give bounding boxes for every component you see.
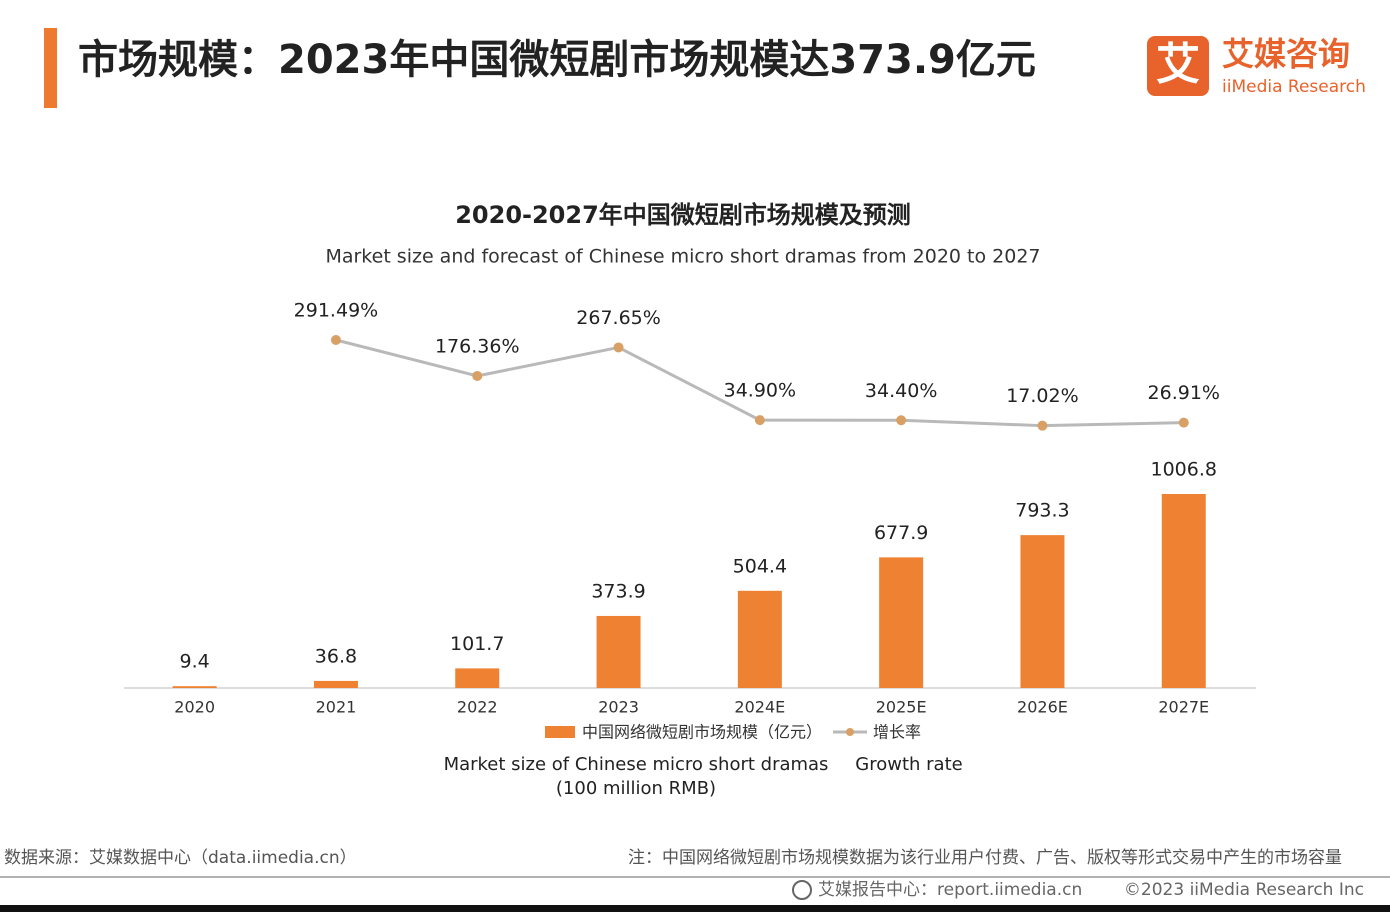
legend-marker [846, 728, 854, 736]
x-tick-label: 2027E [1158, 698, 1209, 717]
growth-marker [330, 335, 341, 345]
x-tick-label: 2020 [174, 698, 215, 717]
growth-marker [613, 342, 624, 353]
page-title: 市场规模：2023年中国微短剧市场规模达373.9亿元 [78, 37, 1036, 83]
bar [1161, 494, 1206, 688]
growth-value-label: 176.36% [435, 335, 520, 357]
x-tick-label: 2026E [1017, 698, 1068, 717]
bar-value-label: 36.8 [315, 645, 357, 667]
copyright: ©2023 iiMedia Research Inc [1124, 880, 1364, 900]
bar-value-label: 1006.8 [1151, 459, 1217, 481]
bar-value-label: 677.9 [874, 522, 928, 544]
legend-label: 中国网络微短剧市场规模（亿元） [582, 723, 822, 742]
x-tick-label: 2023 [598, 698, 639, 717]
bar-value-label: 504.4 [733, 555, 787, 577]
bar [737, 590, 782, 688]
title-accent [44, 28, 57, 108]
bar-value-label: 9.4 [180, 651, 210, 673]
growth-marker [1178, 417, 1189, 428]
bottom-bar [0, 905, 1390, 912]
growth-marker [896, 415, 907, 426]
bar [455, 668, 500, 688]
bar [879, 557, 924, 688]
report: 艾媒报告中心：report.iimedia.cn [818, 880, 1082, 900]
x-tick-label: 2021 [316, 698, 357, 717]
growth-marker [754, 415, 765, 426]
x-tick-label: 2022 [457, 698, 498, 717]
bar [172, 686, 217, 688]
note: 注：中国网络微短剧市场规模数据为该行业用户付费、广告、版权等形式交易中产生的市场… [628, 848, 1342, 868]
legend-label: 增长率 [873, 723, 921, 742]
bar [596, 615, 641, 688]
growth-value-label: 267.65% [576, 307, 661, 329]
growth-value-label: 291.49% [294, 300, 379, 322]
bar [1020, 535, 1065, 688]
bar-value-label: 793.3 [1015, 500, 1069, 522]
growth-value-label: 34.90% [724, 380, 796, 402]
legend-swatch [545, 726, 575, 738]
source: 数据来源：艾媒数据中心（data.iimedia.cn） [4, 848, 357, 868]
logo-mark: 艾 [1156, 39, 1200, 90]
logo-en: iiMedia Research [1222, 77, 1366, 97]
x-tick-label: 2024E [734, 698, 785, 717]
growth-value-label: 34.40% [865, 380, 937, 402]
growth-marker [1037, 420, 1048, 431]
chart-subtitle: Market size and forecast of Chinese micr… [325, 246, 1040, 268]
legend-label-en: Market size of Chinese micro short drama… [444, 754, 829, 775]
legend-label-en: Growth rate [855, 754, 962, 775]
bar-value-label: 101.7 [450, 633, 504, 655]
x-tick-label: 2025E [876, 698, 927, 717]
chart-title: 2020-2027年中国微短剧市场规模及预测 [455, 201, 911, 229]
legend-label-en: (100 million RMB) [556, 778, 716, 799]
growth-value-label: 26.91% [1148, 382, 1220, 404]
logo-box [1147, 36, 1209, 96]
logo-name: 艾媒咨询 [1222, 35, 1350, 73]
bar [313, 680, 358, 688]
bar-value-label: 373.9 [591, 580, 645, 602]
growth-value-label: 17.02% [1006, 385, 1078, 407]
report-icon [792, 880, 812, 900]
growth-marker [472, 370, 483, 381]
